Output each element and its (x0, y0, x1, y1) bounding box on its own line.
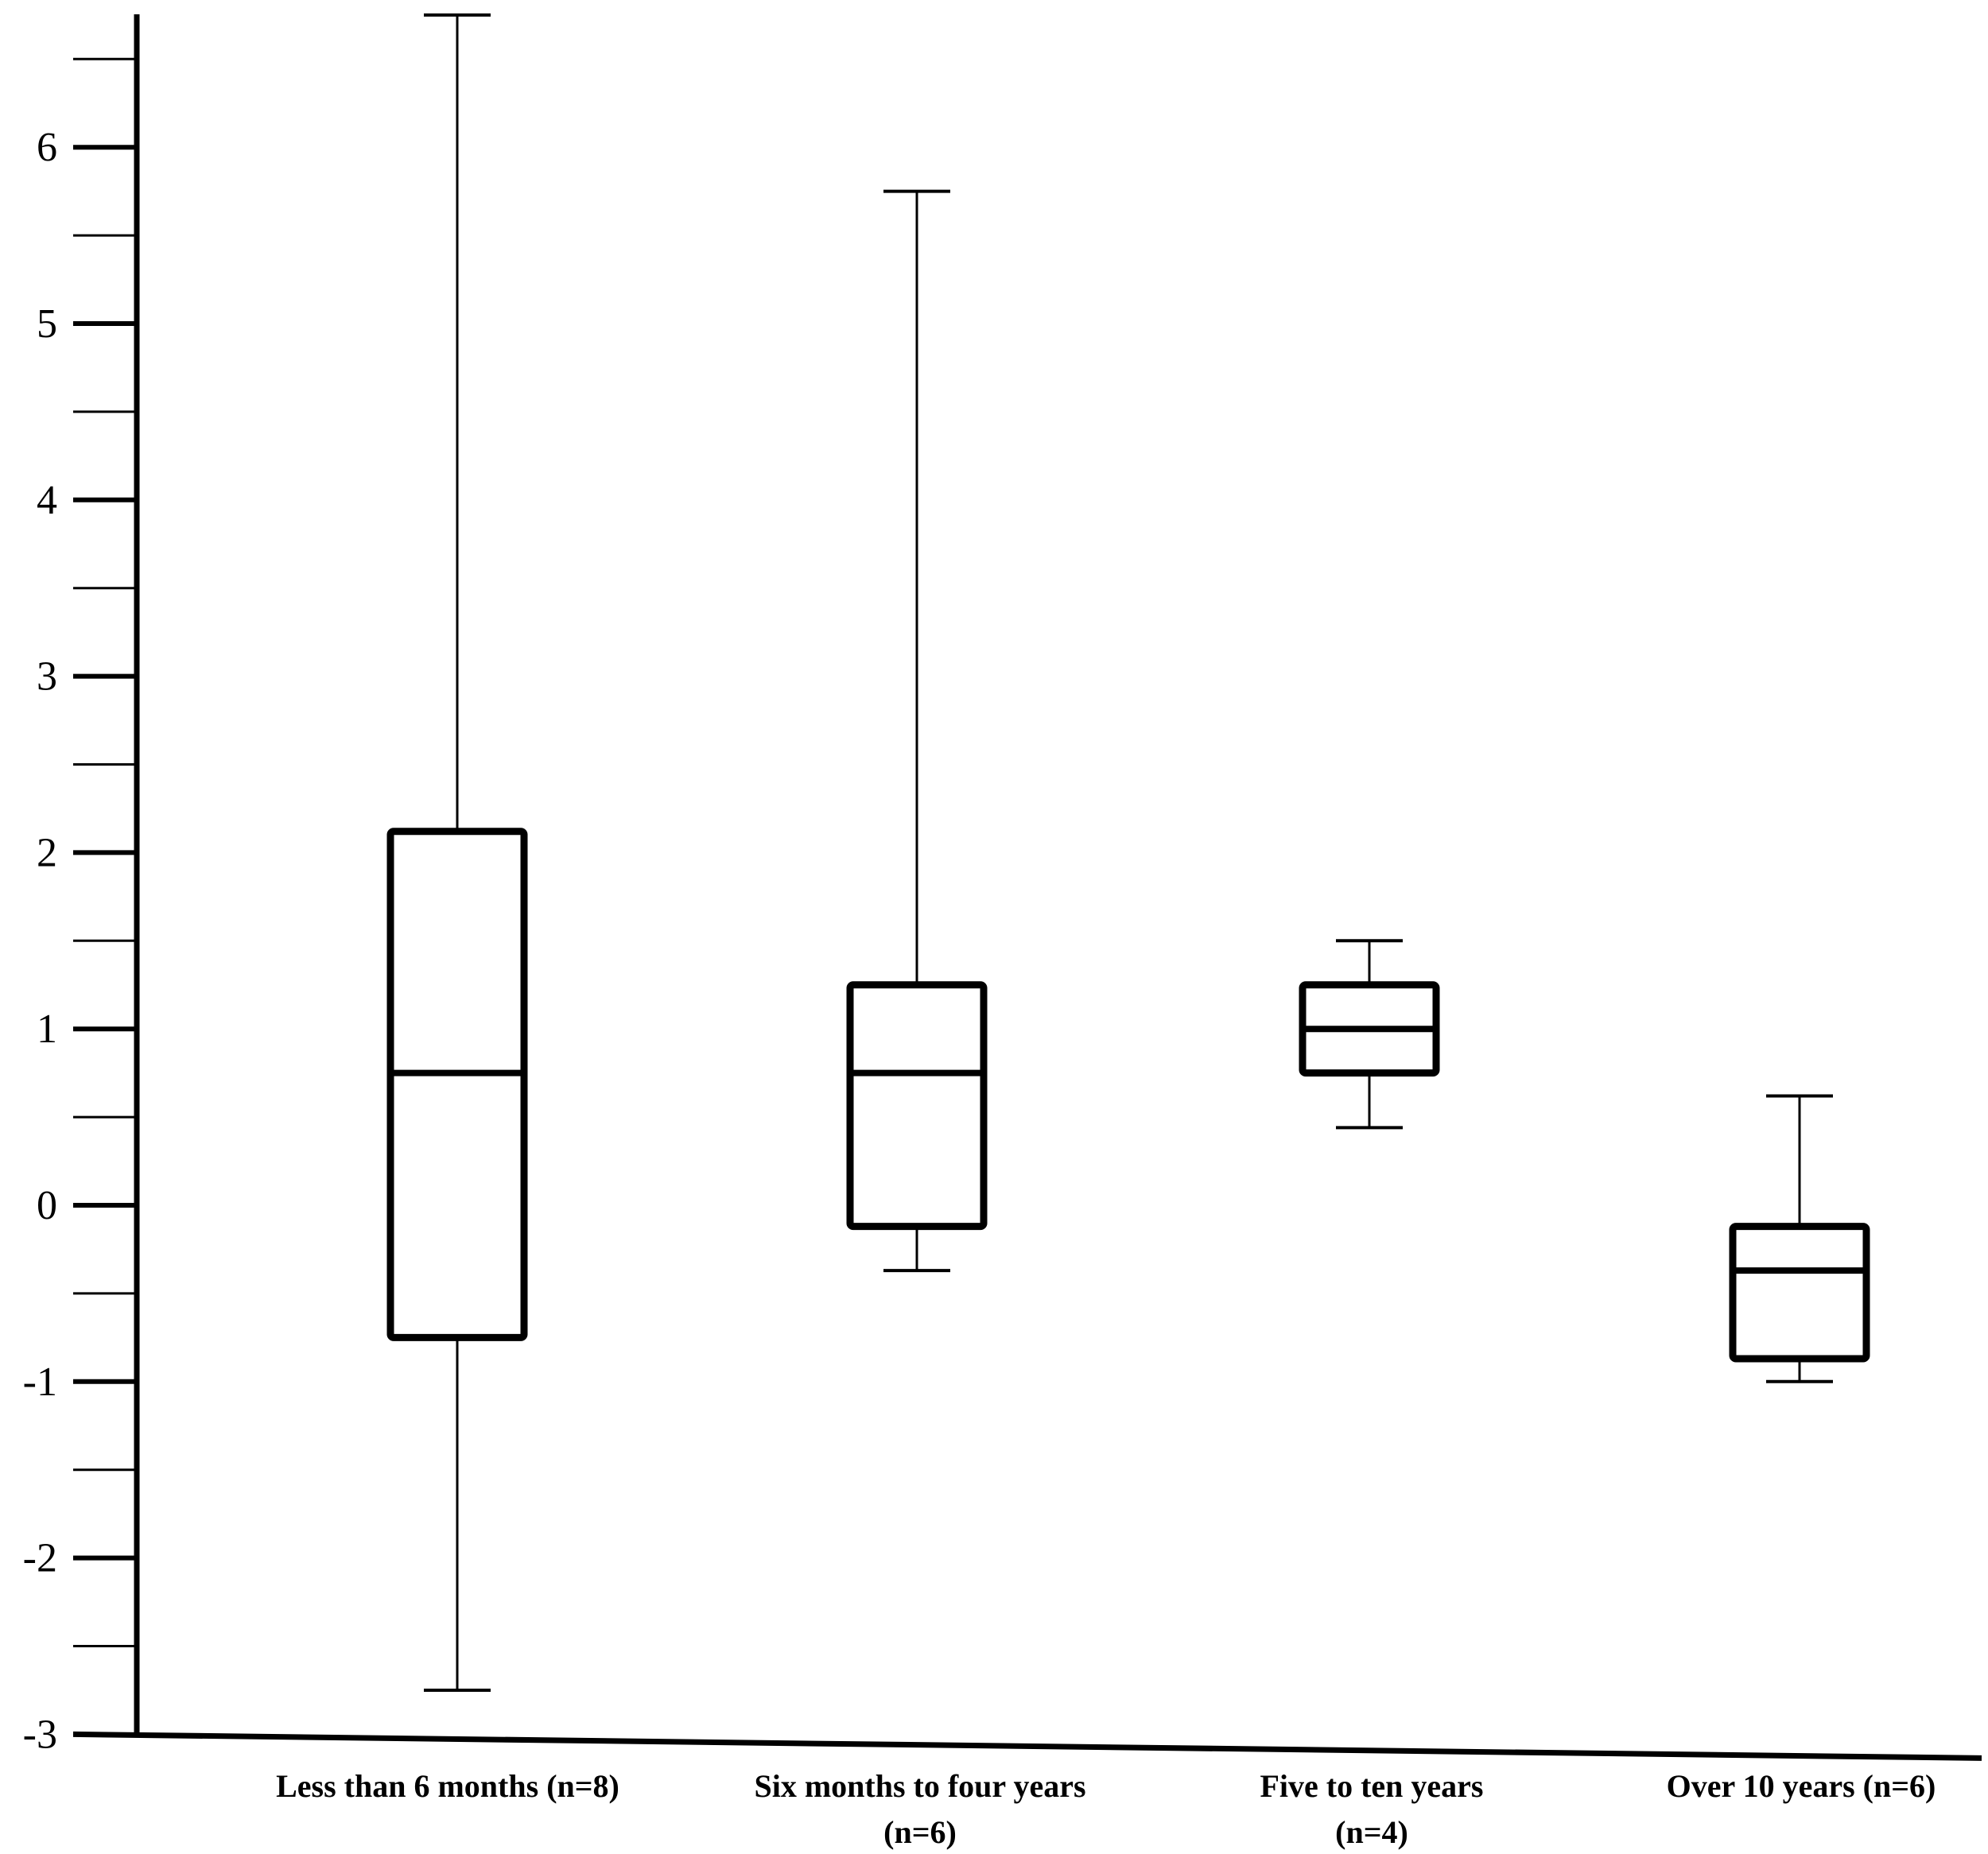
category-label: Over 10 years (n=6) (1667, 1768, 1936, 1804)
y-tick-label: 5 (37, 301, 57, 347)
category-label-line: Five to ten years (1260, 1768, 1483, 1804)
category-label-line: (n=6) (883, 1814, 957, 1850)
y-tick-label: 1 (37, 1007, 57, 1052)
box-group (386, 13, 528, 1692)
box-series (386, 13, 1870, 1692)
y-tick-label: 2 (37, 830, 57, 875)
y-tick-label: -2 (23, 1536, 57, 1581)
box-group (846, 189, 988, 1273)
x-axis-line (72, 1731, 1982, 1761)
category-label-line: Less than 6 months (n=8) (276, 1768, 619, 1804)
category-label: Five to ten years (n=4) (1260, 1768, 1483, 1850)
category-label-line: (n=4) (1335, 1814, 1408, 1850)
iqr-box (846, 981, 988, 1231)
y-tick-label: -3 (23, 1712, 57, 1757)
y-axis: -3 -2 -1 0 1 2 3 4 5 6 (23, 14, 140, 1757)
box-group (1299, 939, 1440, 1130)
category-label-line: Over 10 years (n=6) (1667, 1768, 1936, 1804)
y-tick-label: 6 (37, 125, 57, 170)
x-axis (72, 1731, 1982, 1761)
category-label: Less than 6 months (n=8) (276, 1768, 619, 1804)
y-tick-label: 3 (37, 654, 57, 700)
iqr-box (386, 828, 528, 1341)
y-tick-label: 0 (37, 1183, 57, 1228)
y-tick-label: 4 (37, 478, 57, 523)
category-labels: Less than 6 months (n=8) Six months to fo… (276, 1768, 1936, 1850)
category-label: Six months to four years (n=6) (754, 1768, 1085, 1850)
iqr-box (1729, 1223, 1870, 1363)
category-label-line: Six months to four years (754, 1768, 1085, 1804)
box-group (1729, 1094, 1870, 1383)
y-tick-label: -1 (23, 1359, 57, 1405)
